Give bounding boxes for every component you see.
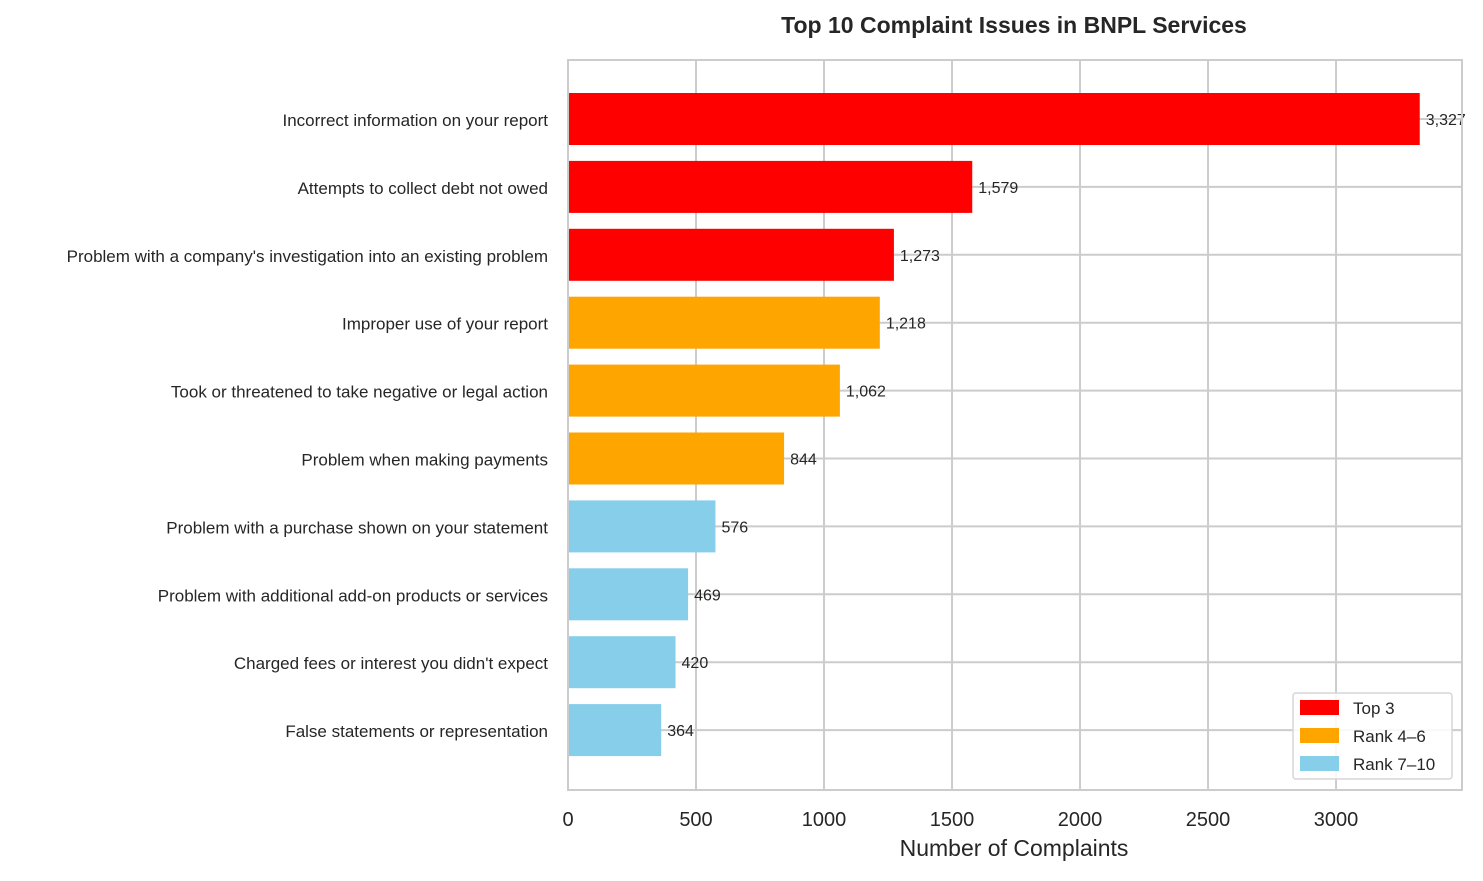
x-axis-label: Number of Complaints: [900, 835, 1129, 861]
bar-value-label: 420: [682, 655, 709, 672]
bar: [569, 364, 840, 417]
bar: [569, 432, 785, 485]
bar: [569, 93, 1420, 145]
y-tick-labels: Incorrect information on your report Atte…: [67, 111, 549, 741]
x-tick-label: 1000: [802, 809, 847, 831]
x-tick-labels: 0 500 1000 1500 2000 2500 3000: [562, 809, 1358, 831]
x-tick-label: 2000: [1058, 809, 1103, 831]
y-tick-label: Problem with additional add-on products …: [158, 586, 548, 605]
bar-value-label: 364: [667, 723, 694, 740]
legend: Top 3 Rank 4–6 Rank 7–10: [1292, 692, 1453, 780]
bar-value-label: 844: [790, 452, 817, 469]
legend-label: Top 3: [1353, 699, 1395, 718]
y-tick-label: Attempts to collect debt not owed: [298, 179, 548, 198]
x-tick-label: 3000: [1314, 809, 1359, 831]
legend-swatch: [1300, 700, 1339, 715]
bar-value-label: 1,062: [846, 384, 886, 401]
legend-swatch: [1300, 728, 1339, 743]
bar: [569, 296, 880, 349]
bar: [569, 704, 662, 757]
y-tick-label: Took or threatened to take negative or l…: [171, 383, 548, 402]
bar: [569, 500, 716, 553]
legend-label: Rank 7–10: [1353, 755, 1435, 774]
bar-value-label: 1,579: [978, 180, 1018, 197]
legend-label: Rank 4–6: [1353, 727, 1426, 746]
plot-frame: [567, 59, 1463, 791]
bar: [569, 160, 973, 213]
x-tick-label: 0: [562, 809, 573, 831]
y-tick-label: Problem when making payments: [301, 451, 548, 470]
bars: 3,327 1,579 1,273 1,218 1,062 844 576 469 420 364: [569, 93, 1466, 757]
bar: [569, 636, 676, 689]
x-tick-label: 1500: [930, 809, 975, 831]
y-tick-label: Improper use of your report: [342, 315, 548, 334]
bar-value-label: 469: [694, 587, 721, 604]
y-tick-label: Incorrect information on your report: [282, 111, 548, 130]
chart-title: Top 10 Complaint Issues in BNPL Services: [781, 12, 1247, 38]
bar: [569, 228, 894, 281]
bar: [569, 568, 689, 621]
bar-value-label: 1,273: [900, 248, 940, 265]
y-tick-label: Charged fees or interest you didn't expe…: [234, 654, 548, 673]
bar-value-label: 3,327: [1426, 112, 1466, 129]
bar-value-label: 1,218: [886, 316, 926, 333]
bar-value-label: 576: [721, 519, 748, 536]
y-tick-label: False statements or representation: [285, 722, 548, 741]
y-tick-label: Problem with a purchase shown on your st…: [166, 518, 548, 537]
x-tick-label: 2500: [1186, 809, 1231, 831]
legend-swatch: [1300, 756, 1339, 771]
y-tick-label: Problem with a company's investigation i…: [67, 247, 548, 266]
x-tick-label: 500: [679, 809, 712, 831]
